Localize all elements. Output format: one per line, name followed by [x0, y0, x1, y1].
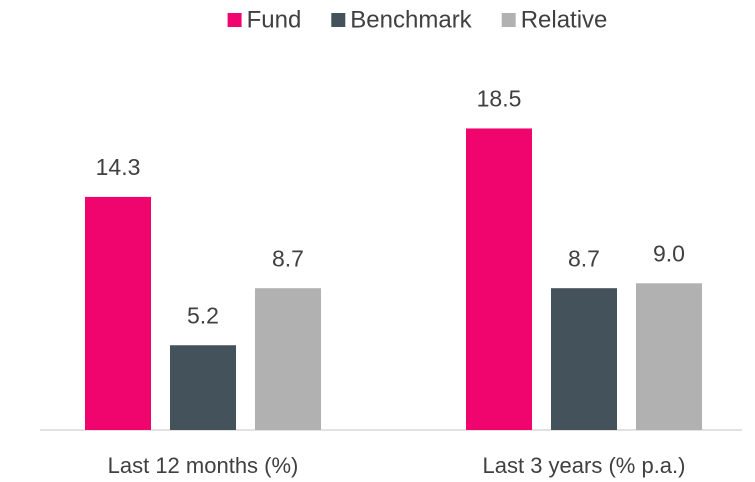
legend-swatch	[331, 13, 346, 27]
data-label: 8.7	[568, 245, 600, 271]
data-label: 5.2	[187, 302, 219, 328]
legend-swatch	[227, 13, 242, 27]
bar	[466, 128, 532, 430]
data-label: 8.7	[272, 245, 304, 271]
legend-label: Fund	[247, 6, 302, 33]
data-label: 18.5	[477, 86, 522, 112]
x-tick-label: Last 12 months (%)	[108, 453, 299, 478]
bar	[255, 288, 321, 430]
bar	[85, 196, 151, 430]
legend: Fund Benchmark Relative	[227, 6, 608, 33]
bar	[170, 345, 236, 430]
bar	[636, 283, 702, 430]
data-label: 14.3	[96, 154, 141, 180]
x-tick-label: Last 3 years (% p.a.)	[483, 453, 686, 478]
data-label: 9.0	[653, 240, 685, 266]
bar	[551, 288, 617, 430]
legend-label: Benchmark	[350, 6, 472, 33]
legend-swatch	[501, 13, 516, 27]
legend-label: Relative	[521, 6, 608, 33]
